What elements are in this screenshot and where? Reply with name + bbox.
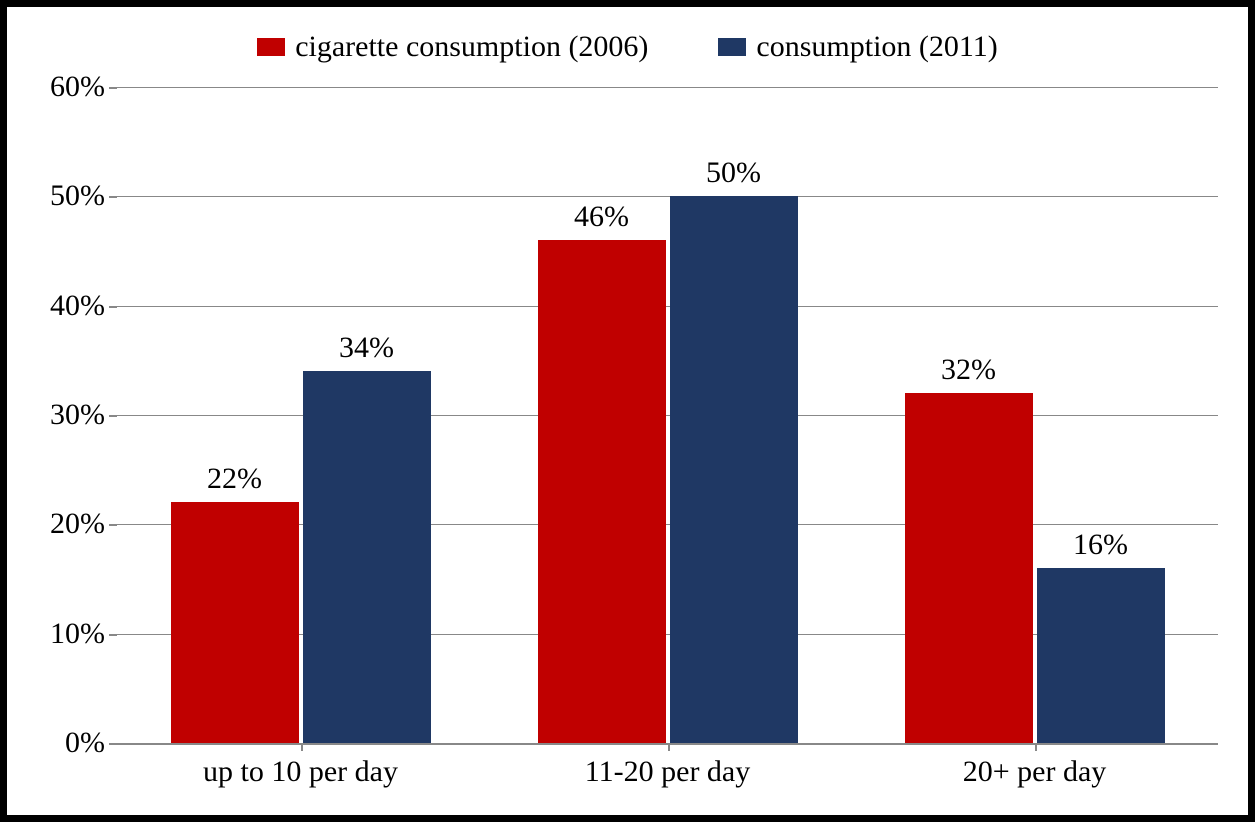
bar-group: 22%34%up to 10 per day <box>117 87 484 743</box>
bar: 50% <box>670 196 798 743</box>
legend-item-series-1: consumption (2011) <box>718 30 997 64</box>
y-tick-label: 30% <box>50 398 117 432</box>
bar: 32% <box>905 393 1033 743</box>
legend-label-series-0: cigarette consumption (2006) <box>295 30 648 64</box>
legend-item-series-0: cigarette consumption (2006) <box>257 30 648 64</box>
y-tick-label: 50% <box>50 179 117 213</box>
bar-value-label: 50% <box>706 156 761 196</box>
bar-value-label: 46% <box>574 200 629 240</box>
bar: 22% <box>171 502 299 743</box>
y-tick-label: 10% <box>50 617 117 651</box>
legend-label-series-1: consumption (2011) <box>756 30 997 64</box>
legend: cigarette consumption (2006) consumption… <box>17 17 1238 77</box>
y-tick-label: 20% <box>50 507 117 541</box>
bar-value-label: 32% <box>941 353 996 393</box>
bar-value-label: 22% <box>207 462 262 502</box>
chart-inner: cigarette consumption (2006) consumption… <box>17 17 1238 805</box>
plot-area: 0%10%20%30%40%50%60% 22%34%up to 10 per … <box>117 87 1218 745</box>
x-category-label: up to 10 per day <box>203 743 398 789</box>
bar-value-label: 16% <box>1073 528 1128 568</box>
chart-frame: cigarette consumption (2006) consumption… <box>0 0 1255 822</box>
bar-group: 46%50%11-20 per day <box>484 87 851 743</box>
bar: 34% <box>303 371 431 743</box>
legend-swatch-series-0 <box>257 38 285 56</box>
x-category-label: 20+ per day <box>963 743 1107 789</box>
bar-group: 32%16%20+ per day <box>851 87 1218 743</box>
x-category-label: 11-20 per day <box>585 743 751 789</box>
bar: 46% <box>538 240 666 743</box>
bar-value-label: 34% <box>339 331 394 371</box>
y-tick-label: 60% <box>50 70 117 104</box>
y-tick-label: 40% <box>50 289 117 323</box>
bar-groups: 22%34%up to 10 per day46%50%11-20 per da… <box>117 87 1218 743</box>
y-tick-label: 0% <box>65 726 117 760</box>
bar: 16% <box>1037 568 1165 743</box>
legend-swatch-series-1 <box>718 38 746 56</box>
